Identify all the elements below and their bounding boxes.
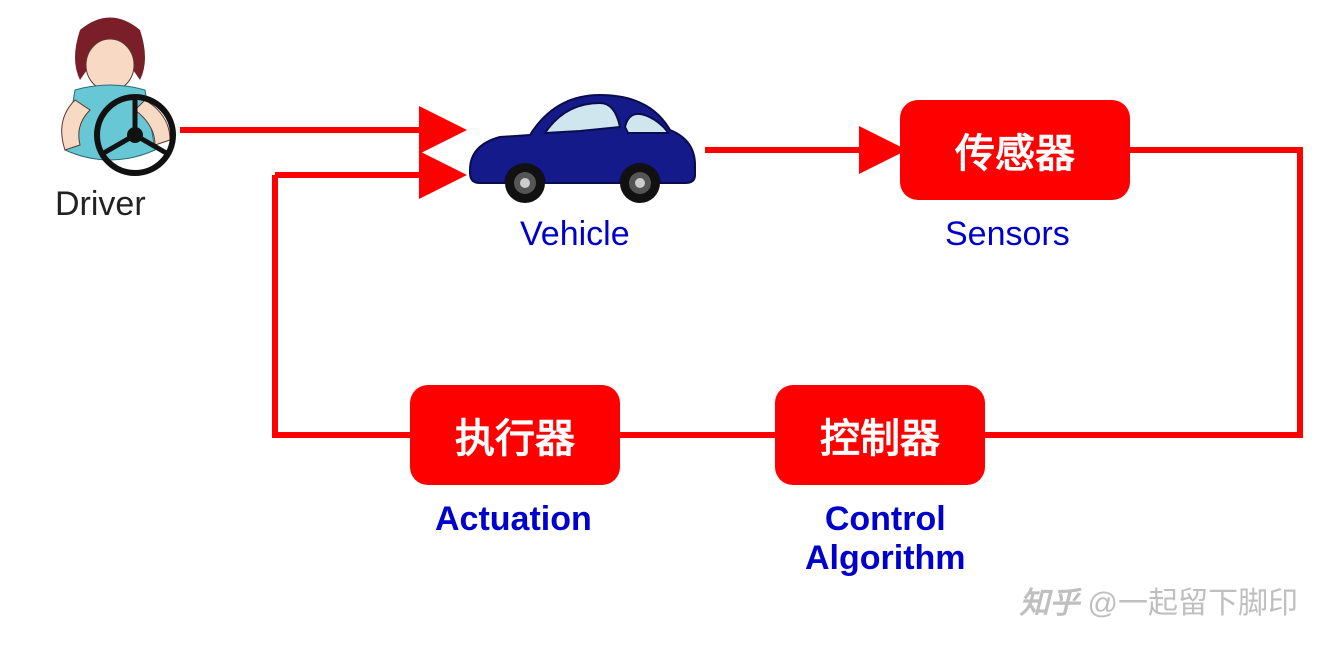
actuation-box: 执行器 bbox=[410, 385, 620, 485]
controller-en-label: Control Algorithm bbox=[805, 500, 966, 578]
watermark-tail: @一起留下脚印 bbox=[1088, 578, 1298, 622]
actuation-en-label: Actuation bbox=[435, 500, 592, 539]
vehicle-label: Vehicle bbox=[520, 215, 630, 254]
sensors-box-label: 传感器 bbox=[955, 121, 1075, 179]
controller-box: 控制器 bbox=[775, 385, 985, 485]
edge-actuation-vehicle bbox=[275, 175, 410, 435]
driver-label: Driver bbox=[55, 185, 146, 224]
driver-illustration bbox=[20, 10, 200, 180]
sensors-box: 传感器 bbox=[900, 100, 1130, 200]
watermark-logo: 知乎 bbox=[1020, 578, 1080, 622]
vehicle-illustration bbox=[460, 65, 700, 210]
controller-box-label: 控制器 bbox=[820, 406, 940, 464]
sensors-en-label: Sensors bbox=[945, 215, 1070, 254]
watermark: 知乎 @一起留下脚印 bbox=[1020, 578, 1298, 622]
actuation-box-label: 执行器 bbox=[455, 406, 575, 464]
